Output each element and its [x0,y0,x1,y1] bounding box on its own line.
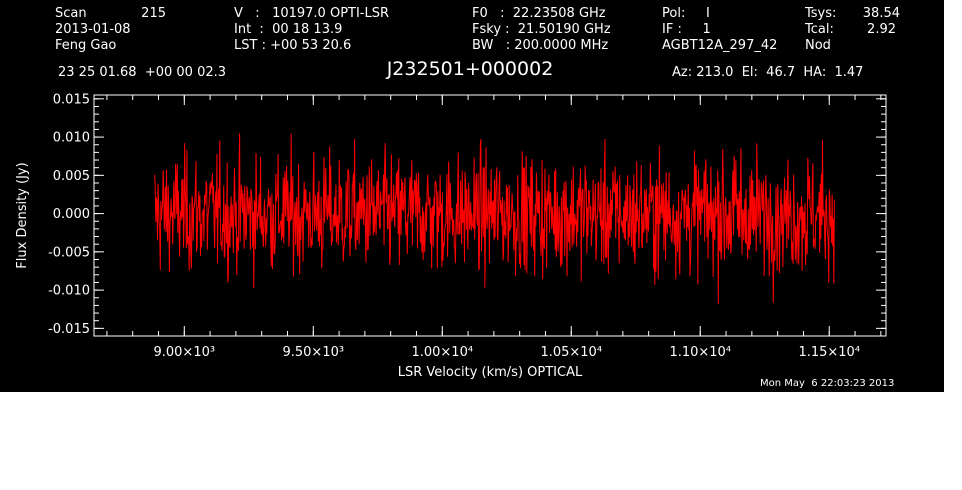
y-tick-label: -0.005 [48,245,90,260]
bandwidth: BW : 200.0000 MHz [472,38,609,53]
x-tick-label: 1.10×10⁴ [669,345,731,360]
source-name: J232501+000002 [386,58,554,80]
observer-name: Feng Gao [55,38,117,53]
rest-frequency: F0 : 22.23508 GHz [472,6,606,21]
y-tick-label: 0.010 [53,131,90,146]
project-id: AGBT12A_297_42 [662,38,778,53]
velocity-info: V : 10197.0 OPTI-LSR [234,6,390,21]
polarization: Pol: I [662,6,710,21]
pointing-info: Az: 213.0 El: 46.7 HA: 1.47 [672,65,864,80]
scan-label: Scan [55,6,87,21]
scan-number: 215 [141,6,166,21]
source-coordinates: 23 25 01.68 +00 00 02.3 [58,65,227,80]
tcal-value: 2.92 [867,22,896,37]
tsys-value: 38.54 [862,6,900,21]
observation-date: 2013-01-08 [55,22,131,37]
x-tick-label: 1.00×10⁴ [411,345,473,360]
y-tick-label: 0.005 [53,169,90,184]
observing-mode: Nod [805,38,831,53]
y-tick-label: 0.000 [53,207,90,222]
x-tick-label: 9.00×10³ [153,345,215,360]
plot-frame [93,94,887,337]
spectrum-trace [154,133,835,304]
y-tick-label: -0.015 [48,322,90,337]
integration-time: Int : 00 18 13.9 [234,22,343,37]
spectrum-chart: 0.015 0.010 0.005 0.000 -0.005 -0.010 -0.015 9.… [15,92,887,380]
plot-timestamp: Mon May 6 22:03:23 2013 [760,378,895,389]
sky-frequency: Fsky : 21.50190 GHz [472,22,611,37]
x-tick-label: 1.05×10⁴ [540,345,602,360]
x-axis-label: LSR Velocity (km/s) OPTICAL [398,365,583,380]
y-axis-label: Flux Density (Jy) [15,162,30,268]
x-tick-label: 1.15×10⁴ [798,345,860,360]
if-number: IF : 1 [662,22,711,37]
y-tick-label: 0.015 [53,92,90,107]
y-tick-label: -0.010 [48,284,90,299]
x-tick-label: 9.50×10³ [282,345,344,360]
tsys-label: Tsys: [805,6,837,21]
tcal-label: Tcal: [805,22,834,37]
plot-panel: Scan 215 2013-01-08 Feng Gao V : 10197.0… [0,0,944,392]
lst-info: LST : +00 53 20.6 [234,38,352,53]
